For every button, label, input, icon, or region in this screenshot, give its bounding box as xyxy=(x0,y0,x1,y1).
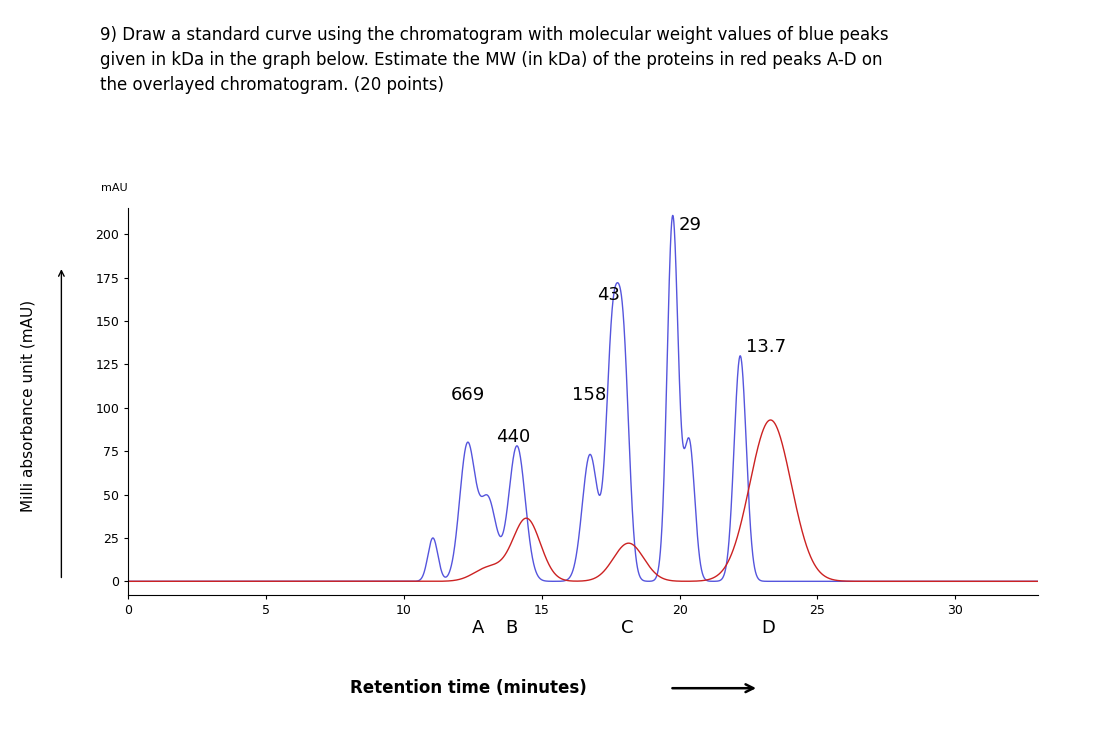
Text: A: A xyxy=(472,620,484,638)
Text: D: D xyxy=(761,620,775,638)
Text: Milli absorbance unit (mAU): Milli absorbance unit (mAU) xyxy=(20,299,36,512)
Text: B: B xyxy=(506,620,518,638)
Text: 158: 158 xyxy=(573,386,606,404)
Text: 669: 669 xyxy=(451,386,485,404)
Text: 9) Draw a standard curve using the chromatogram with molecular weight values of : 9) Draw a standard curve using the chrom… xyxy=(100,26,889,94)
Text: C: C xyxy=(620,620,634,638)
Text: Retention time (minutes): Retention time (minutes) xyxy=(350,679,587,697)
Text: 29: 29 xyxy=(679,217,701,234)
Text: mAU: mAU xyxy=(102,183,127,193)
Text: 43: 43 xyxy=(597,286,619,304)
Text: 440: 440 xyxy=(497,428,530,446)
Text: 13.7: 13.7 xyxy=(745,338,786,356)
